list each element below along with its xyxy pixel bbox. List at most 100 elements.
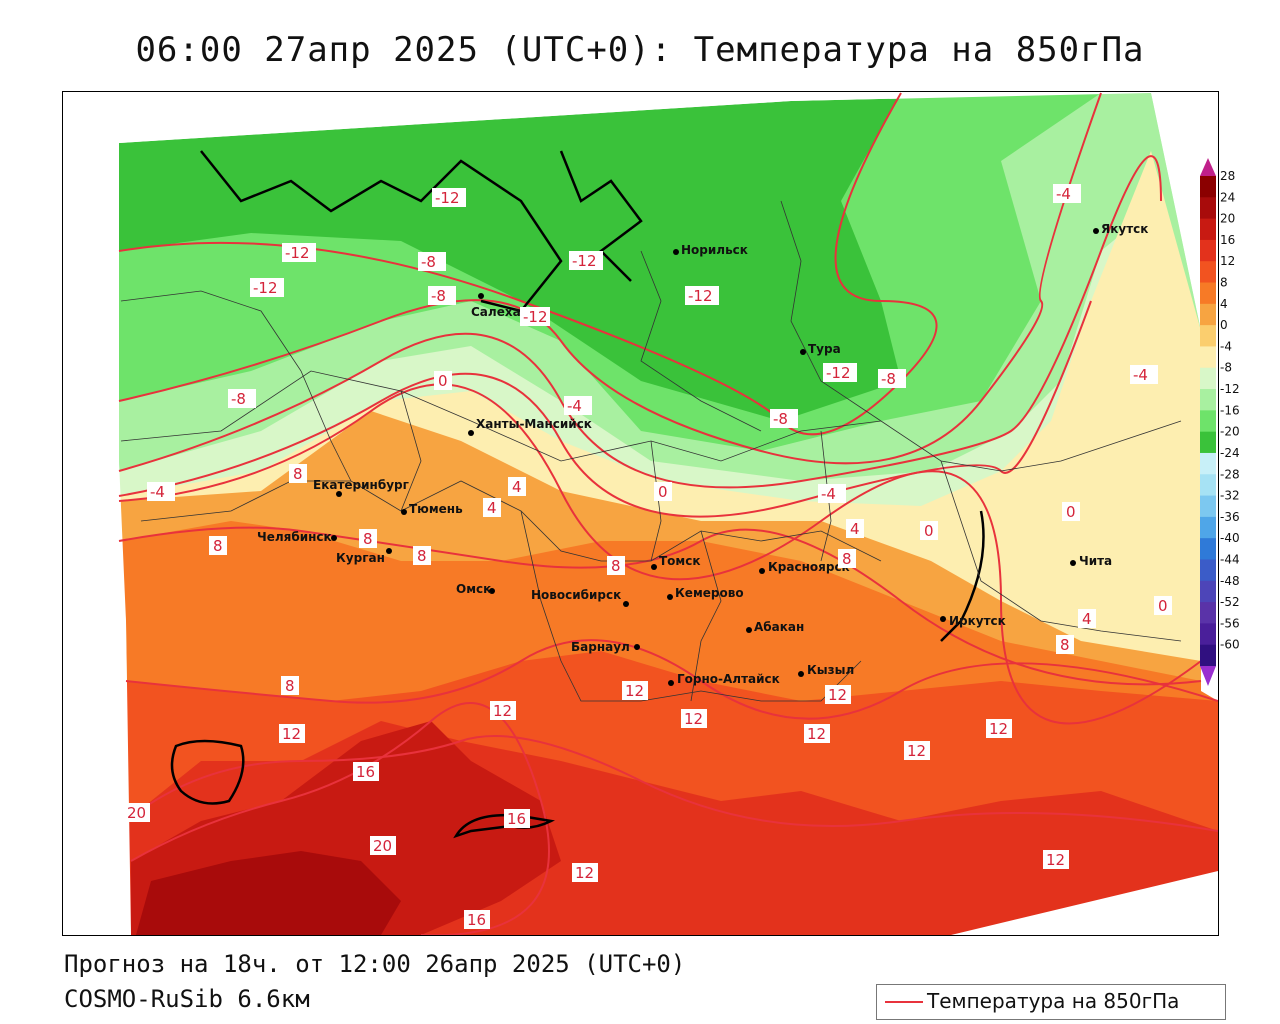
iso-label: 12 xyxy=(279,724,305,743)
colorbar-tick-label: -36 xyxy=(1220,510,1240,524)
svg-text:4: 4 xyxy=(1082,610,1092,628)
colorbar-cell xyxy=(1200,367,1216,390)
city-kemerovo: Кемерово xyxy=(667,586,744,600)
colorbar-cell xyxy=(1200,495,1216,518)
colorbar-tick-label: -48 xyxy=(1220,574,1240,588)
colorbar-cell xyxy=(1200,325,1216,347)
iso-label: 0 xyxy=(920,521,938,540)
iso-label: 12 xyxy=(904,741,930,760)
svg-text:-8: -8 xyxy=(421,253,436,271)
colorbar-cell xyxy=(1200,431,1216,454)
iso-label: -4 xyxy=(147,482,175,501)
svg-text:12: 12 xyxy=(828,686,847,704)
svg-text:8: 8 xyxy=(1060,636,1070,654)
svg-text:Ханты-Мансийск: Ханты-Мансийск xyxy=(476,417,592,431)
iso-label: 20 xyxy=(124,803,150,822)
iso-label: 16 xyxy=(464,910,490,929)
colorbar-tick-label: -32 xyxy=(1220,489,1240,503)
city-ekaterinburg: Екатеринбург xyxy=(313,478,409,497)
svg-text:Якутск: Якутск xyxy=(1101,222,1148,236)
city-irkutsk: Иркутск xyxy=(940,614,1006,628)
iso-label: 4 xyxy=(1078,609,1096,628)
forecast-info: Прогноз на 18ч. от 12:00 26апр 2025 (UTC… xyxy=(64,950,686,978)
colorbar-tick-label: -56 xyxy=(1220,616,1240,630)
colorbar-tick-label: 16 xyxy=(1220,233,1235,247)
svg-text:12: 12 xyxy=(575,864,594,882)
iso-label: 8 xyxy=(607,556,625,575)
iso-label: -12 xyxy=(520,307,550,326)
svg-text:-12: -12 xyxy=(523,308,548,326)
svg-text:Кызыл: Кызыл xyxy=(807,663,854,677)
temperature-fill xyxy=(63,92,1218,935)
svg-text:8: 8 xyxy=(213,537,223,555)
svg-text:Тура: Тура xyxy=(808,342,841,356)
svg-text:4: 4 xyxy=(850,520,860,538)
colorbar-cell xyxy=(1200,602,1216,624)
svg-text:Красноярск: Красноярск xyxy=(768,560,850,574)
iso-label: -12 xyxy=(282,243,316,262)
colorbar-tick-label: 28 xyxy=(1220,169,1235,183)
legend-line-swatch xyxy=(885,1001,923,1003)
svg-text:-12: -12 xyxy=(826,364,851,382)
colorbar-cell xyxy=(1200,176,1216,198)
colorbar-cell xyxy=(1200,580,1216,603)
svg-text:0: 0 xyxy=(924,522,934,540)
svg-text:12: 12 xyxy=(807,725,826,743)
iso-label: -12 xyxy=(250,278,284,297)
svg-text:0: 0 xyxy=(658,483,668,501)
svg-text:12: 12 xyxy=(684,710,703,728)
colorbar-cell xyxy=(1200,452,1216,475)
svg-text:8: 8 xyxy=(363,530,373,548)
colorbar-tick-label: -8 xyxy=(1220,361,1232,375)
colorbar-tick-label: -52 xyxy=(1220,595,1240,609)
colorbar-tick-label: -16 xyxy=(1220,403,1240,417)
city-yakutsk: Якутск xyxy=(1093,222,1148,236)
city-kurgan: Курган xyxy=(336,548,392,565)
city-norilsk: Норильск xyxy=(673,243,748,257)
city-krasnoyarsk: Красноярск xyxy=(759,560,850,574)
unmapped-bottom-right xyxy=(951,871,1218,935)
city-tyumen: Тюмень xyxy=(401,502,463,516)
colorbar-tick-label: -44 xyxy=(1220,552,1240,566)
iso-label: -4 xyxy=(1130,365,1158,384)
model-name: COSMO-RuSib 6.6км xyxy=(64,985,310,1013)
iso-label: 12 xyxy=(825,685,851,704)
colorbar-cell xyxy=(1200,346,1216,369)
svg-text:0: 0 xyxy=(1158,597,1168,615)
city-tomsk: Томск xyxy=(651,554,701,570)
iso-label: 0 xyxy=(434,371,452,390)
svg-text:-12: -12 xyxy=(435,189,460,207)
colorbar: 28 24 20 16 12 8 4 0 -4 -8 -12 -16 -20 -24 -28 -32 -36 -4… xyxy=(1200,158,1260,688)
temperature-map[interactable]: Норильск Якутск Салехард Тура Ханты-Манс… xyxy=(62,91,1219,936)
iso-label: 0 xyxy=(1154,596,1172,615)
svg-text:16: 16 xyxy=(507,810,526,828)
iso-label: 12 xyxy=(986,719,1012,738)
svg-text:8: 8 xyxy=(285,677,295,695)
svg-text:8: 8 xyxy=(611,557,621,575)
svg-text:12: 12 xyxy=(493,702,512,720)
colorbar-tick-label: -28 xyxy=(1220,467,1240,481)
iso-label: -12 xyxy=(432,188,466,207)
svg-text:0: 0 xyxy=(438,372,448,390)
svg-text:-4: -4 xyxy=(150,483,165,501)
colorbar-tick-label: 24 xyxy=(1220,190,1235,204)
svg-text:Тюмень: Тюмень xyxy=(409,502,463,516)
svg-text:Абакан: Абакан xyxy=(754,620,804,634)
city-gorno-altaysk: Горно-Алтайск xyxy=(668,672,780,686)
colorbar-cell xyxy=(1200,410,1216,433)
svg-text:Иркутск: Иркутск xyxy=(949,614,1006,628)
svg-text:Курган: Курган xyxy=(336,551,385,565)
colorbar-cell xyxy=(1200,389,1216,411)
iso-label: 20 xyxy=(370,836,396,855)
colorbar-tick-label: 8 xyxy=(1220,276,1228,290)
colorbar-cell xyxy=(1200,623,1216,646)
colorbar-cell xyxy=(1200,197,1216,220)
colorbar-tick-label: 4 xyxy=(1220,297,1228,311)
colorbar-tick-label: 0 xyxy=(1220,318,1228,332)
iso-label: 16 xyxy=(504,809,530,828)
svg-text:4: 4 xyxy=(512,478,522,496)
iso-label: -4 xyxy=(564,396,592,415)
svg-text:8: 8 xyxy=(417,547,427,565)
iso-label: 8 xyxy=(289,464,307,483)
svg-text:-4: -4 xyxy=(567,397,582,415)
